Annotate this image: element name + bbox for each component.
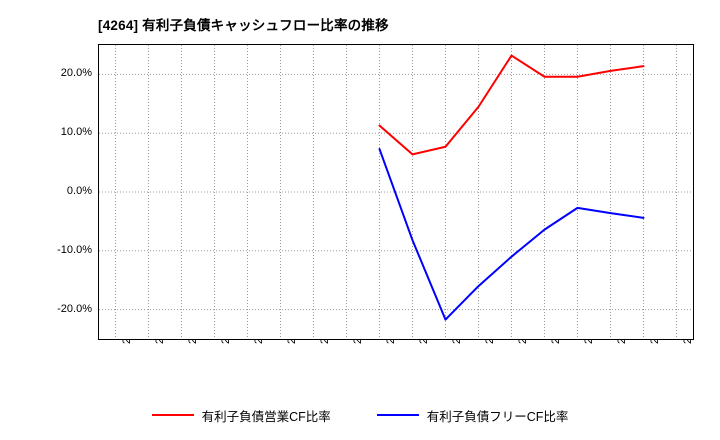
y-axis-tick-label: -10.0% <box>57 243 92 256</box>
y-axis-tick-label: 20.0% <box>60 67 92 80</box>
series-line-0 <box>378 54 645 156</box>
chart-legend: 有利子負債営業CF比率 有利子負債フリーCF比率 <box>0 400 720 430</box>
y-axis-tick-label: 0.0% <box>66 185 92 197</box>
legend-item[interactable]: 有利子負債営業CF比率 <box>151 406 331 425</box>
legend-item[interactable]: 有利子負債フリーCF比率 <box>376 406 569 425</box>
series-lines <box>378 54 645 321</box>
page-title: [4264] 有利子負債キャッシュフロー比率の推移 <box>98 18 389 33</box>
series-line-1 <box>378 148 645 321</box>
legend-color-swatch <box>376 414 419 416</box>
legend-label: 有利子負債フリーCF比率 <box>426 409 569 424</box>
y-axis-tick-label: 10.0% <box>60 126 92 139</box>
plot-area <box>98 44 694 340</box>
y-axis-tick-label: -20.0% <box>57 302 92 315</box>
legend-label: 有利子負債営業CF比率 <box>201 409 331 424</box>
legend-color-swatch <box>151 414 194 416</box>
plot-svg <box>99 45 693 339</box>
